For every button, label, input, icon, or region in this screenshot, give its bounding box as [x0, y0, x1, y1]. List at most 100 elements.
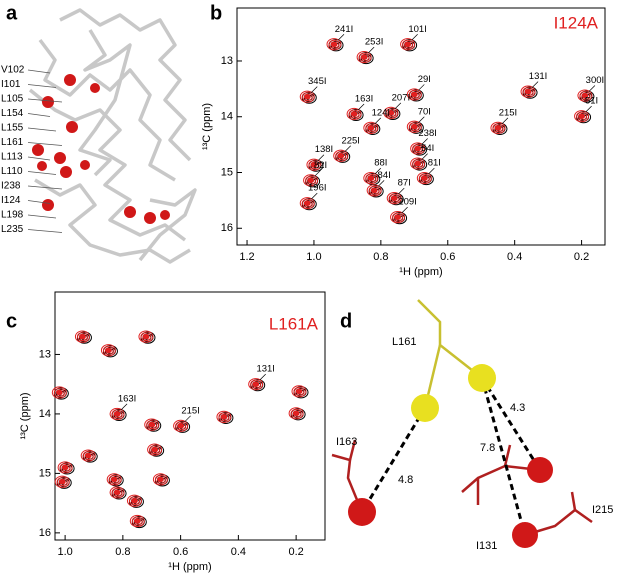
peak [144, 418, 162, 432]
contour [54, 475, 70, 488]
peak-label: 87I [398, 178, 411, 189]
leader-line [397, 187, 405, 195]
residue-label: L113 [1, 152, 23, 163]
peak [366, 184, 384, 198]
contour [363, 171, 379, 185]
contour [295, 388, 303, 395]
contour [337, 152, 345, 159]
residue-label: L235 [1, 224, 24, 235]
peak [356, 50, 374, 65]
residue-label: L110 [1, 166, 23, 177]
peak-label: 238I [418, 128, 437, 139]
contour [104, 347, 112, 354]
side-chains [331, 299, 593, 537]
peak [109, 407, 127, 422]
contour [301, 92, 313, 102]
contour [109, 486, 125, 499]
contour [55, 389, 63, 396]
contour [406, 88, 422, 101]
contour [303, 93, 311, 100]
x-axis-label: ¹H (ppm) [168, 561, 211, 573]
contour [293, 386, 305, 396]
panel-letter: d [340, 310, 352, 332]
peak [109, 486, 127, 500]
x-tick-label: 0.2 [288, 546, 303, 558]
y-axis-label: ¹³C (ppm) [201, 103, 213, 150]
panel-letter: c [6, 310, 17, 332]
contour [350, 111, 358, 117]
contour [363, 121, 379, 134]
x-tick-label: 0.2 [574, 251, 589, 263]
residue-label: L198 [1, 210, 24, 221]
contour [370, 187, 378, 194]
contour [291, 385, 307, 398]
leader-line [317, 154, 325, 161]
peak [303, 174, 321, 188]
peak-label: 163I [118, 393, 137, 404]
leader-line [401, 206, 408, 214]
peak-label: 131I [529, 71, 548, 82]
residue-label: L161 [1, 137, 24, 148]
peak [106, 473, 124, 487]
contour [109, 407, 125, 421]
contour [80, 449, 96, 462]
peak-label: 209I [398, 197, 417, 208]
peak-label: 253I [365, 37, 384, 48]
leader-line [411, 33, 418, 41]
contour [418, 173, 430, 183]
contour [581, 92, 589, 99]
contour [84, 452, 92, 459]
contour [330, 41, 338, 48]
peak-label: 54I [421, 143, 434, 154]
peak [520, 85, 538, 99]
contour [410, 91, 418, 98]
y-tick-label: 15 [221, 166, 233, 178]
contour [367, 124, 375, 131]
leader-line [259, 373, 266, 381]
contour [492, 123, 504, 133]
peak-label: 215I [181, 405, 200, 416]
contour [301, 198, 313, 208]
contour [365, 173, 377, 183]
peak [299, 197, 317, 211]
peak-label: 29I [418, 74, 431, 85]
contour [147, 443, 163, 456]
contour [74, 330, 90, 343]
x-axis-label: ¹H (ppm) [399, 266, 442, 278]
contour [408, 122, 420, 132]
contour [520, 85, 536, 98]
contour [390, 195, 398, 202]
contour [346, 107, 362, 121]
peak-label: 124I [372, 107, 391, 118]
contour [390, 211, 406, 224]
panel-letter: a [6, 2, 18, 24]
contour [111, 487, 123, 497]
x-tick-label: 0.8 [373, 251, 388, 263]
residue-label: I101 [1, 79, 21, 90]
residue-label: I163 [336, 436, 357, 448]
peak [577, 89, 595, 103]
leader-line [377, 180, 385, 187]
contour [113, 411, 121, 417]
residue-label: I124 [1, 195, 21, 206]
contour [102, 345, 114, 355]
contour [133, 518, 141, 524]
peak-label: 241I [335, 24, 354, 35]
contour [292, 410, 300, 417]
contour [110, 476, 118, 483]
leader-line [27, 113, 51, 117]
residue-label: V102 [1, 65, 25, 76]
peak [100, 344, 118, 358]
mutant-label: L161A [269, 314, 319, 333]
contour [524, 88, 532, 95]
leader-line [314, 170, 321, 177]
contour [111, 409, 123, 419]
contour [149, 445, 161, 455]
contour [416, 171, 432, 185]
contour [100, 344, 116, 357]
leader-line [344, 145, 351, 153]
peak-label: 345I [308, 76, 327, 87]
contour [306, 158, 322, 171]
